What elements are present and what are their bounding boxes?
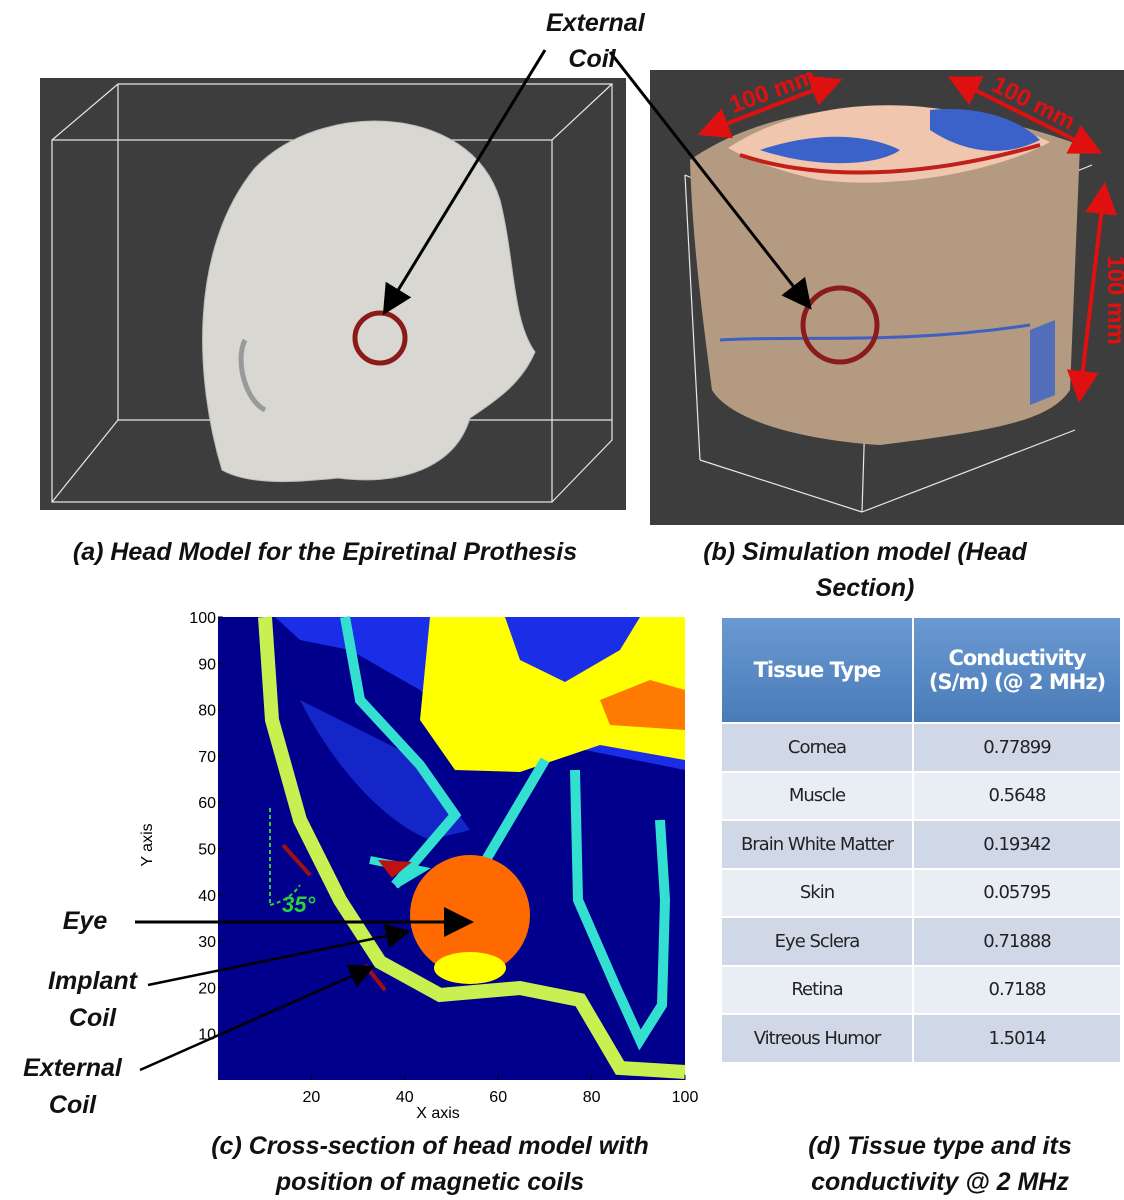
x-axis-label: X axis (416, 1105, 460, 1122)
y-axis-label: Y axis (139, 823, 156, 866)
caption: (a) Head Model for the Epiretinal Prothe… (10, 534, 640, 570)
cross-section-image (218, 617, 685, 1080)
y-tick-label: 50 (198, 842, 216, 859)
table-header: Tissue Type (722, 618, 913, 723)
caption: (d) Tissue type and its conductivity @ 2… (760, 1128, 1120, 1200)
simulation-model-image: 100 mm 100 mm 100 mm (650, 63, 1124, 525)
annotation: Implant Coil (30, 963, 155, 1037)
table-cell: Cornea (722, 723, 913, 772)
table-cell: Skin (722, 869, 913, 918)
y-tick-label: 80 (198, 703, 216, 720)
y-tick-label: 70 (198, 749, 216, 766)
page: 100 mm 100 mm 100 mm 35° X axis Y axis 2… (0, 0, 1124, 1199)
table-cell: Brain White Matter (722, 820, 913, 869)
table-cell: Vitreous Humor (722, 1014, 913, 1062)
annotation: Eye (30, 903, 140, 940)
dimension-label: 100 mm (1102, 255, 1124, 344)
table-cell: Retina (722, 966, 913, 1015)
y-tick-label: 100 (189, 610, 216, 627)
x-tick-label: 60 (489, 1089, 507, 1106)
x-tick-label: 40 (396, 1089, 414, 1106)
conductivity-table: Tissue Type Conductivity (S/m) (@ 2 MHz)… (722, 618, 1120, 1062)
table-cell: Muscle (722, 772, 913, 821)
x-tick-label: 100 (672, 1089, 699, 1106)
x-tick-label: 80 (583, 1089, 601, 1106)
table-cell: 0.7188 (913, 966, 1120, 1015)
y-tick-label: 90 (198, 656, 216, 673)
table-cell: 0.05795 (913, 869, 1120, 918)
caption: (c) Cross-section of head model with pos… (190, 1128, 670, 1200)
caption: (b) Simulation model (Head Section) (660, 534, 1070, 606)
y-tick-label: 20 (198, 980, 216, 997)
figure-title: External Coil (546, 5, 638, 77)
table-cell: 0.19342 (913, 820, 1120, 869)
x-tick-label: 20 (303, 1089, 321, 1106)
angle-label: 35° (282, 892, 315, 917)
y-tick-label: 60 (198, 795, 216, 812)
y-tick-label: 30 (198, 934, 216, 951)
head-model-image (40, 78, 626, 510)
table-cell: 0.77899 (913, 723, 1120, 772)
annotation: External Coil (5, 1050, 140, 1124)
table-cell: 1.5014 (913, 1014, 1120, 1062)
y-tick-label: 40 (198, 888, 216, 905)
y-tick-label: 10 (198, 1027, 216, 1044)
table-cell: Eye Sclera (722, 917, 913, 966)
table-header: Conductivity (S/m) (@ 2 MHz) (913, 618, 1120, 723)
table-cell: 0.5648 (913, 772, 1120, 821)
table-cell: 0.71888 (913, 917, 1120, 966)
